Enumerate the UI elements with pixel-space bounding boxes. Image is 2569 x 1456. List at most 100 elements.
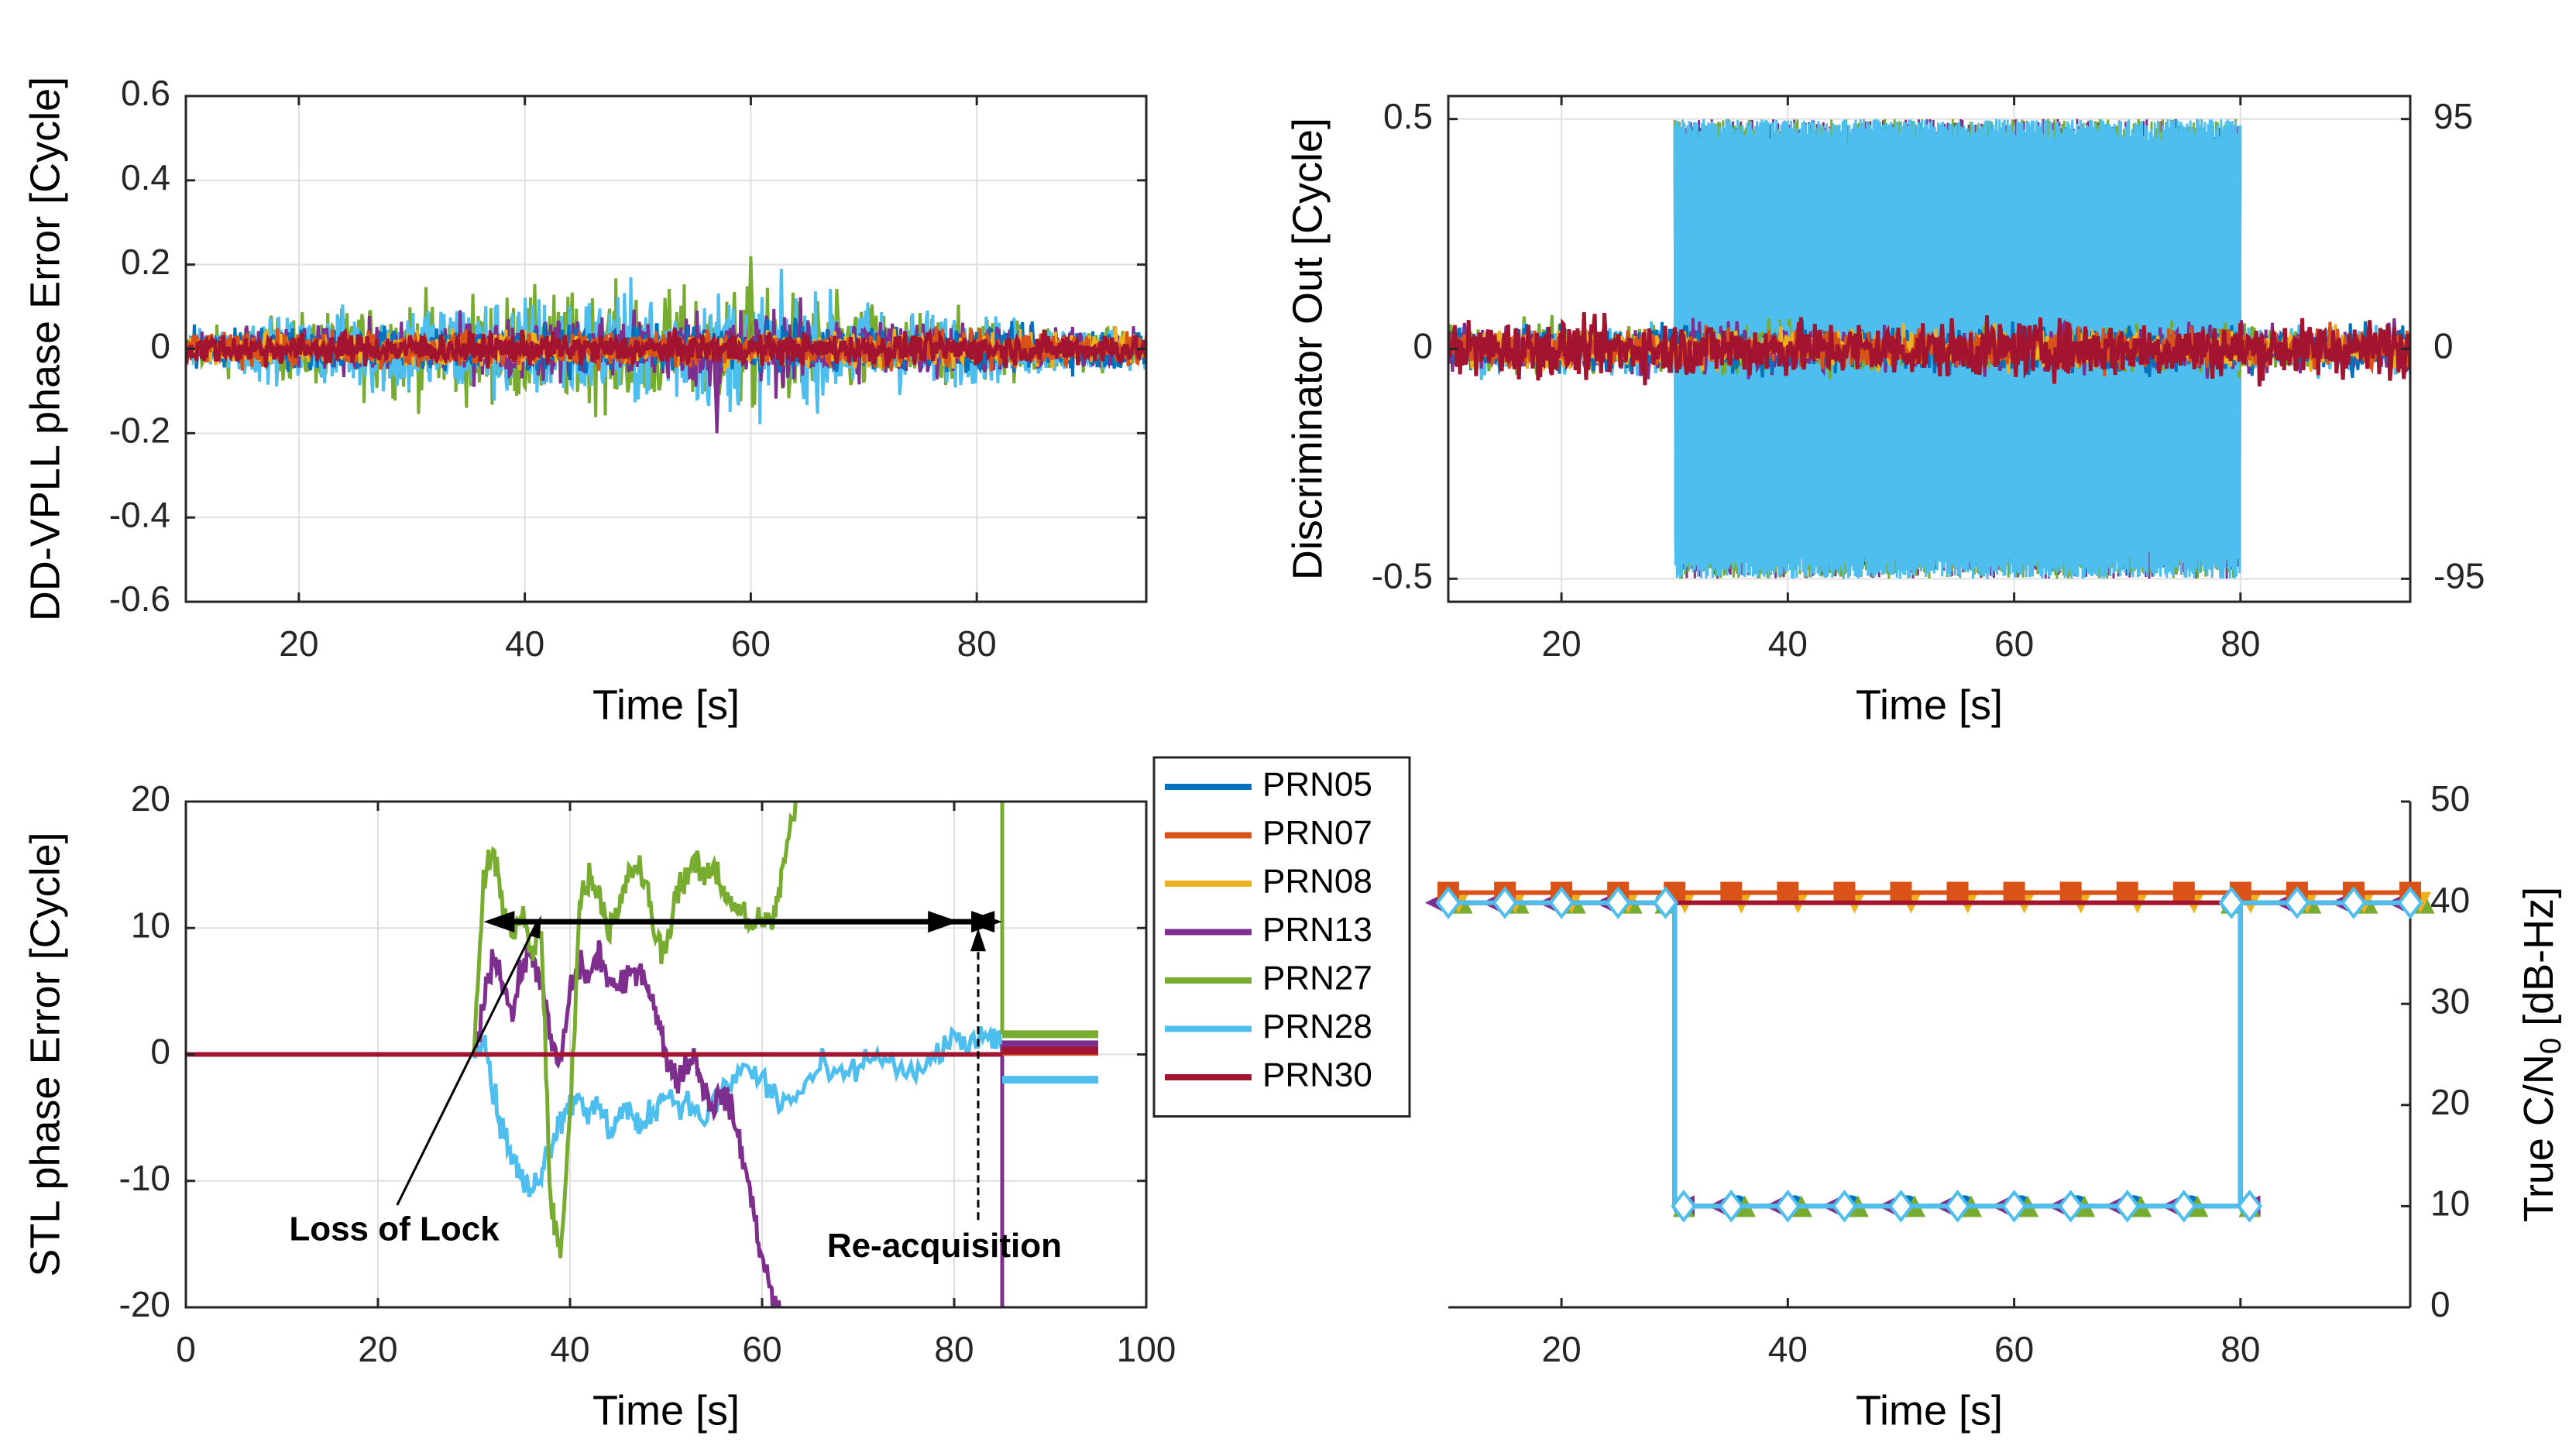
y-tick-label: 0.4	[121, 157, 170, 197]
legend-label: PRN13	[1262, 911, 1372, 949]
marker-prn28	[2284, 886, 2310, 919]
span-arrow-head-mid	[928, 911, 960, 933]
marker-prn28	[1718, 1190, 1744, 1223]
legend-item-prn07: PRN07	[1165, 814, 1372, 852]
series-line-prn13	[472, 939, 781, 1307]
marker-prn07	[1890, 881, 1912, 904]
reacq-level-prn28	[1002, 1076, 1098, 1084]
legend-item-prn30: PRN30	[1165, 1056, 1372, 1094]
y-tick-label: 20	[131, 778, 170, 819]
marker-prn28	[2001, 1190, 2028, 1223]
axes: 20 40 60 80 -0.5 0 0.5 -95 0 95 Time [s] Discrimina…	[1284, 94, 2485, 728]
legend-label: PRN05	[1262, 766, 1372, 804]
marker-prn07	[1777, 881, 1799, 904]
x-tick-label: 80	[934, 1329, 974, 1369]
series-line-prn05	[1448, 900, 2410, 1209]
y-tick-label: 0	[150, 1032, 170, 1072]
marker-prn28	[1435, 886, 1461, 919]
reacq-level-prn30	[1002, 1046, 1098, 1055]
y-tick-label: 20	[2430, 1082, 2470, 1122]
y-tick-label: 10	[2430, 1183, 2470, 1224]
x-tick-label: 40	[1768, 1329, 1808, 1369]
legend-item-prn28: PRN28	[1165, 1008, 1372, 1046]
legend-label: PRN27	[1262, 960, 1372, 998]
y-tick-label: 30	[2430, 980, 2470, 1021]
series-line-prn30	[1448, 312, 2410, 387]
reacq-level-prn27	[1002, 1030, 1098, 1039]
x-tick-label: 20	[358, 1329, 397, 1369]
legend-label: PRN07	[1262, 814, 1372, 852]
x-tick-label: 80	[2220, 623, 2260, 664]
y-tick-label: 40	[2430, 880, 2470, 920]
marker-prn28	[1831, 1190, 1857, 1223]
marker-prn07	[1720, 881, 1743, 904]
annotation-re-acquisition: Re-acquisition	[827, 1227, 1062, 1265]
marker-prn07	[2059, 881, 2082, 904]
annotation-arrowhead-reacq	[970, 928, 986, 952]
marker-prn28	[2114, 1190, 2141, 1223]
legend-item-prn13: PRN13	[1165, 911, 1372, 949]
y2-tick-label: 95	[2433, 96, 2473, 136]
x-tick-label: 100	[1117, 1329, 1176, 1369]
reacq-level-prn13	[1002, 1040, 1098, 1049]
y-tick-label: 0	[150, 326, 170, 366]
marker-prn07	[2116, 881, 2138, 904]
y-tick-label: 0	[2430, 1284, 2451, 1324]
y-tick-label: -0.2	[109, 410, 170, 450]
marker-prn07	[2003, 881, 2025, 904]
annotation-arrow-loss	[396, 922, 538, 1206]
series-jam-prn28	[1673, 118, 2242, 579]
series-line-prn28	[472, 1025, 1005, 1198]
series-peak-prn13	[713, 361, 721, 434]
legend: PRN05 PRN07 PRN08 PRN13 PRN27 PRN28 PRN30	[1152, 756, 1411, 1118]
series-peak-prn27	[747, 256, 755, 341]
y2-tick-label: 0	[2433, 326, 2454, 366]
legend-item-prn27: PRN27	[1165, 960, 1372, 998]
marker-prn28	[2397, 886, 2423, 919]
y-tick-label: 0	[1413, 326, 1433, 366]
y-axis-label-unit: [dB-Hz]	[2516, 887, 2562, 1038]
y-tick-label: 10	[131, 905, 170, 945]
y-tick-label: -0.6	[109, 579, 170, 619]
x-tick-label: 60	[742, 1329, 781, 1369]
series-line-prn27	[472, 802, 799, 1259]
marker-prn28	[1653, 886, 1679, 919]
x-tick-label: 60	[731, 623, 771, 664]
overlay-layer: Loss of Lock Re-acquisition	[289, 911, 1062, 1265]
panel-discriminator-out: 20 40 60 80 -0.5 0 0.5 -95 0 95 Time [s] Discrimina…	[1284, 94, 2485, 728]
y-axis-label: Discriminator Out [Cycle]	[1284, 118, 1331, 580]
legend-label: PRN28	[1262, 1008, 1372, 1046]
axes: 20 40 60 80 -0.6 -0.4 -0.2 0 0.2 0.4 0.6 Time [s] DD…	[22, 73, 1148, 728]
span-arrow-head-left	[483, 911, 515, 933]
legend-box	[1152, 756, 1411, 1118]
x-tick-label: 0	[176, 1329, 196, 1369]
x-tick-label: 60	[1994, 1329, 2034, 1369]
series-layer	[1424, 881, 2435, 1223]
legend-item-prn08: PRN08	[1165, 863, 1372, 901]
y-tick-label: 0.2	[121, 242, 170, 282]
y-axis-label: True C/N0 [dB-Hz]	[2516, 887, 2567, 1222]
annotation-arrowhead-loss	[528, 915, 541, 939]
axes: 0 20 40 60 80 100 -20 -10 0 10 20 Time [s] STL phase…	[22, 778, 1176, 1434]
series-layer	[1448, 118, 2410, 579]
x-axis-label: Time [s]	[592, 682, 740, 728]
marker-prn28	[1671, 1190, 1697, 1223]
x-tick-label: 20	[1542, 623, 1582, 664]
series-line-prn27	[1448, 900, 2410, 1209]
y-tick-label: 50	[2430, 778, 2470, 819]
series-line-prn13	[1448, 900, 2410, 1209]
y-tick-label: -20	[119, 1284, 170, 1324]
marker-prn28	[2341, 886, 2367, 919]
x-tick-label: 40	[505, 623, 544, 664]
y2-tick-label: -95	[2433, 555, 2485, 596]
legend-label: PRN30	[1262, 1056, 1372, 1094]
marker-prn28	[2058, 1190, 2084, 1223]
x-tick-label: 20	[279, 623, 318, 664]
x-tick-label: 80	[957, 623, 997, 664]
marker-prn28	[1548, 886, 1575, 919]
x-axis-label: Time [s]	[1856, 682, 2003, 728]
legend-item-prn05: PRN05	[1165, 766, 1372, 804]
x-tick-label: 20	[1542, 1329, 1582, 1369]
